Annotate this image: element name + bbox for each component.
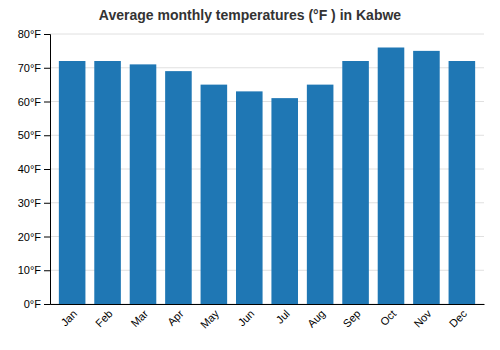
x-tick: Aug	[305, 307, 327, 329]
x-tick: Oct	[378, 307, 399, 328]
bar	[378, 48, 405, 305]
bar	[236, 91, 263, 304]
y-tick: 50°F	[18, 129, 50, 141]
bar	[130, 64, 157, 304]
y-axis: 0°F 10°F 20°F 30°F 40°F 50°F 60°F 70°F 80°F	[18, 28, 51, 310]
x-tick-label: Jul	[273, 307, 291, 325]
x-tick-label: Apr	[165, 307, 186, 328]
chart-svg: Jan Feb Mar Apr May Jun Jul Aug Sep Oct Nov Dec 0°F 1…	[0, 0, 500, 350]
x-tick-label: May	[198, 307, 222, 331]
x-tick-label: Feb	[93, 307, 115, 329]
x-tick: Mar	[128, 307, 150, 329]
x-tick-label: Aug	[305, 307, 327, 329]
y-tick: 0°F	[24, 298, 50, 310]
y-tick-label: 50°F	[18, 129, 42, 141]
chart-container: Jan Feb Mar Apr May Jun Jul Aug Sep Oct Nov Dec 0°F 1…	[0, 0, 500, 350]
x-tick: Apr	[165, 307, 186, 328]
x-tick: May	[198, 307, 222, 331]
x-tick: Jan	[58, 307, 79, 328]
x-tick-label: Oct	[378, 307, 399, 328]
y-tick-label: 40°F	[18, 163, 42, 175]
bars	[59, 48, 475, 305]
y-tick-label: 60°F	[18, 96, 42, 108]
y-tick: 30°F	[18, 197, 50, 209]
grid	[50, 34, 484, 304]
y-tick: 60°F	[18, 96, 50, 108]
bar	[307, 85, 334, 304]
x-tick-label: Mar	[128, 307, 150, 329]
y-tick-mark	[44, 203, 50, 204]
x-tick: Feb	[93, 307, 115, 329]
y-tick-label: 80°F	[18, 28, 42, 40]
title: Average monthly temperatures (°F ) in Ka…	[99, 7, 401, 23]
bar	[165, 71, 192, 304]
y-tick: 80°F	[18, 28, 50, 40]
bar	[59, 61, 86, 304]
bar	[342, 61, 369, 304]
y-tick-label: 20°F	[18, 231, 42, 243]
plot: Jan Feb Mar Apr May Jun Jul Aug Sep Oct Nov Dec 0°F 1…	[18, 28, 485, 331]
x-tick: Nov	[411, 307, 434, 330]
grid-line	[50, 34, 484, 35]
x-axis: Jan Feb Mar Apr May Jun Jul Aug Sep Oct Nov Dec	[51, 305, 485, 331]
x-tick: Dec	[447, 307, 470, 330]
x-tick: Jul	[273, 307, 291, 325]
x-tick-label: Dec	[447, 307, 470, 330]
x-tick-label: Nov	[411, 307, 434, 330]
bar	[94, 61, 121, 304]
y-tick: 10°F	[18, 264, 50, 276]
x-axis-line	[51, 304, 485, 305]
x-tick: Jun	[235, 307, 256, 328]
y-tick: 70°F	[18, 62, 50, 74]
bar	[413, 51, 440, 304]
bar	[449, 61, 476, 304]
y-tick-mark	[44, 34, 50, 35]
y-tick-label: 70°F	[18, 62, 42, 74]
y-tick-mark	[44, 237, 50, 238]
y-tick: 20°F	[18, 231, 50, 243]
y-tick-label: 30°F	[18, 197, 42, 209]
y-tick-label: 10°F	[18, 264, 42, 276]
y-tick-mark	[44, 135, 50, 136]
bar	[201, 85, 228, 304]
y-tick-mark	[44, 270, 50, 271]
y-tick-mark	[44, 304, 50, 305]
y-tick-mark	[44, 169, 50, 170]
x-tick-label: Jan	[58, 307, 79, 328]
y-tick-mark	[44, 68, 50, 69]
bar	[271, 98, 298, 304]
x-tick-label: Sep	[340, 307, 362, 329]
y-tick-mark	[44, 102, 50, 103]
x-tick-label: Jun	[235, 307, 256, 328]
y-axis-line	[44, 35, 51, 305]
y-tick: 40°F	[18, 163, 50, 175]
x-tick: Sep	[340, 307, 362, 329]
y-tick-label: 0°F	[24, 298, 42, 310]
